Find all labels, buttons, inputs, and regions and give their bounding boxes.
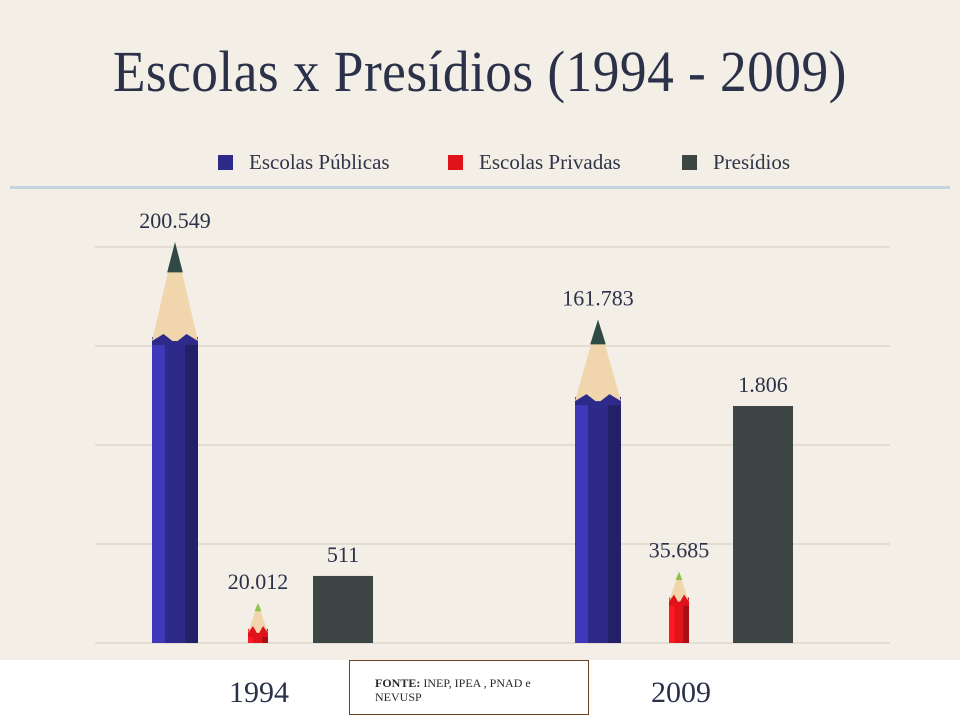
data-label-escolas-p-blicas-1994: 200.549 <box>139 208 211 233</box>
pencil-scallop <box>152 334 198 345</box>
pencil-tip <box>590 319 606 345</box>
bar-pres-dios-1994 <box>313 575 373 643</box>
chart-marks: 200.549 161.783 20.012 35.685 511 1.806 <box>139 208 793 643</box>
pencil-escolas-p-blicas-1994 <box>152 242 198 643</box>
data-label-escolas-privadas-1994: 20.012 <box>228 569 289 594</box>
pencil-tip <box>167 242 183 273</box>
pencil-body-highlight <box>152 337 165 643</box>
legend-item-prisons: Presídios <box>682 150 790 175</box>
pencil-scallop <box>669 594 689 606</box>
legend-item-public-schools: Escolas Públicas <box>218 150 390 175</box>
legend-swatch-prisons <box>682 155 697 170</box>
legend-swatch-public-schools <box>218 155 233 170</box>
legend-divider <box>10 186 950 189</box>
bar-pres-dios-2009 <box>733 406 793 643</box>
pencil-tip <box>675 571 683 580</box>
legend-item-private-schools: Escolas Privadas <box>448 150 621 175</box>
data-label-pres-dios-1994: 511 <box>327 542 359 567</box>
pencil-scallop <box>248 625 268 637</box>
pencil-escolas-privadas-2009 <box>669 571 689 643</box>
pencil-body-shadow <box>608 397 621 643</box>
legend: Escolas Públicas Escolas Privadas Presíd… <box>0 150 960 178</box>
pencil-wood <box>248 602 268 633</box>
pencil-wood <box>152 242 198 341</box>
data-label-escolas-p-blicas-2009: 161.783 <box>562 286 634 311</box>
pencil-wood <box>575 319 621 402</box>
legend-label-private-schools: Escolas Privadas <box>479 150 621 174</box>
pencil-scallop <box>575 394 621 406</box>
x-tick-label-2009: 2009 <box>651 676 711 709</box>
pencil-escolas-p-blicas-2009 <box>575 319 621 643</box>
source-prefix: FONTE: <box>375 676 421 690</box>
pencil-body-shadow <box>683 597 689 643</box>
pencil-body-highlight <box>575 397 588 643</box>
source-text: INEP, IPEA , PNAD e NEVUSP <box>375 676 531 704</box>
pencil-escolas-privadas-1994 <box>248 602 268 643</box>
legend-label-prisons: Presídios <box>713 150 791 174</box>
pencil-wood <box>669 571 689 602</box>
x-tick-label-1994: 1994 <box>229 676 289 709</box>
pencil-body-highlight <box>669 597 675 643</box>
pencil-tip <box>254 602 262 612</box>
source-note: FONTE: INEP, IPEA , PNAD e NEVUSP <box>349 660 589 715</box>
data-label-escolas-privadas-2009: 35.685 <box>649 538 710 563</box>
chart-title: Escolas x Presídios (1994 - 2009) <box>112 39 847 104</box>
legend-swatch-private-schools <box>448 155 463 170</box>
data-label-pres-dios-2009: 1.806 <box>738 372 788 397</box>
legend-label-public-schools: Escolas Públicas <box>249 150 390 174</box>
pencil-body-shadow <box>185 337 198 643</box>
